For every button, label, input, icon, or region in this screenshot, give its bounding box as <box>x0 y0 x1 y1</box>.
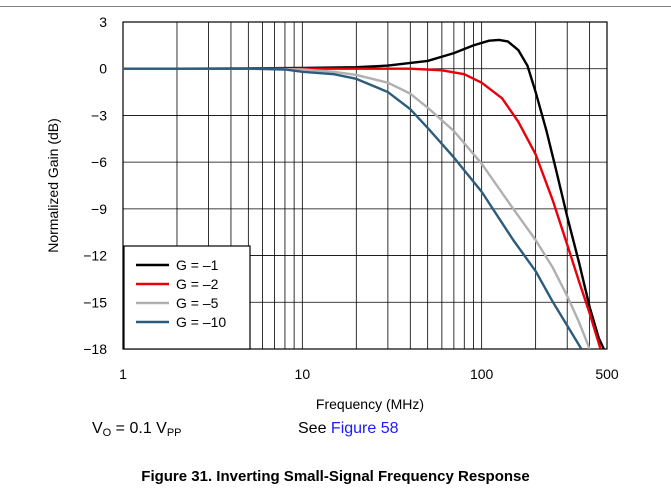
series-line-g2 <box>123 67 602 349</box>
plot-frame <box>122 21 608 350</box>
vo-value: = 0.1 V <box>111 420 167 437</box>
top-rule <box>0 6 671 7</box>
output-voltage-condition: VO = 0.1 VPP <box>92 420 182 439</box>
legend-label: G = –10 <box>176 314 226 330</box>
x-axis-label: Frequency (MHz) <box>316 396 424 412</box>
y-axis-label: Normalized Gain (dB) <box>45 118 61 253</box>
x-tick-label: 500 <box>595 366 619 382</box>
vo-subscript: O <box>102 427 112 439</box>
x-tick-label: 1 <box>119 366 127 382</box>
y-tick-label: −15 <box>83 294 107 310</box>
see-reference: See Figure 58 <box>298 420 399 438</box>
y-tick-label: 3 <box>99 14 107 30</box>
x-tick-label: 10 <box>295 366 311 382</box>
vo-unit-subscript: PP <box>166 427 182 439</box>
y-tick-label: −3 <box>91 107 107 123</box>
legend-label: G = –5 <box>176 295 219 311</box>
y-tick-label: 0 <box>99 61 107 77</box>
see-label: See <box>298 420 331 437</box>
legend-label: G = –1 <box>176 257 219 273</box>
figure-58-link[interactable]: Figure 58 <box>330 420 399 437</box>
legend-label: G = –2 <box>176 276 219 292</box>
figure-caption: Figure 31. Inverting Small-Signal Freque… <box>141 468 530 485</box>
y-tick-label: −12 <box>83 248 107 264</box>
vo-symbol: V <box>92 420 103 437</box>
legend-box <box>123 245 251 350</box>
series-line-g3 <box>123 67 591 349</box>
y-tick-label: −18 <box>83 341 107 357</box>
x-tick-label: 100 <box>470 366 494 382</box>
y-tick-label: −6 <box>91 154 107 170</box>
y-tick-label: −9 <box>91 201 107 217</box>
frequency-response-chart: 3 0 −3 −6 −9 −12 −15 −18 1 10 100 500 Frequency (MHz… <box>45 14 619 412</box>
series-line-g4 <box>123 67 583 349</box>
